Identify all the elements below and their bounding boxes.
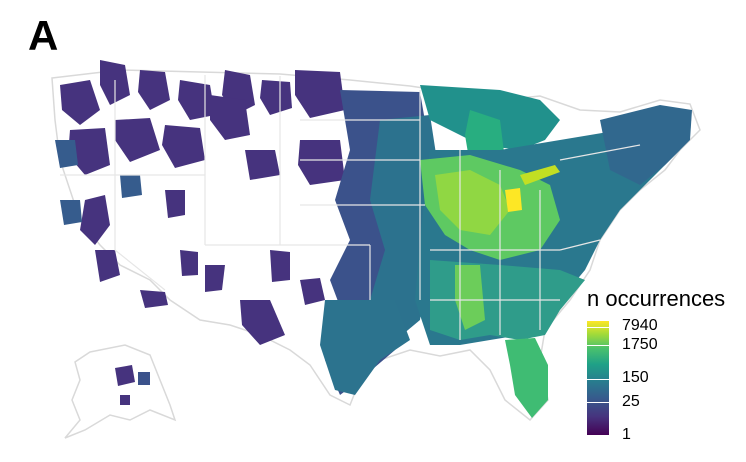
northeast xyxy=(600,105,692,185)
legend-tick-mark xyxy=(587,379,609,380)
legend-title: n occurrences xyxy=(587,286,726,311)
legend-tick-label: 150 xyxy=(622,369,649,386)
legend-colorbar xyxy=(587,321,609,435)
western-watersheds xyxy=(60,60,345,345)
state-borders xyxy=(60,75,641,340)
legend-tick-label: 7940 xyxy=(622,317,658,334)
legend-tick-mark xyxy=(587,345,609,346)
legend-tick-label: 1750 xyxy=(622,336,658,353)
alaska-outline xyxy=(64,344,177,439)
ohio-hotspot xyxy=(505,188,522,212)
legend-tick-mark xyxy=(587,327,609,328)
midwest-light xyxy=(435,170,510,235)
florida xyxy=(505,338,548,418)
western-watersheds-blue xyxy=(55,140,142,225)
legend-tick-mark xyxy=(587,402,609,403)
panel-label: A xyxy=(28,12,59,59)
texas-gulf xyxy=(320,300,410,395)
legend-tick-label: 1 xyxy=(622,426,631,443)
alaska-watersheds xyxy=(115,365,150,405)
legend-tick-label: 25 xyxy=(622,393,640,410)
lake-erie-shore xyxy=(520,165,560,185)
mississippi-band xyxy=(455,265,485,330)
